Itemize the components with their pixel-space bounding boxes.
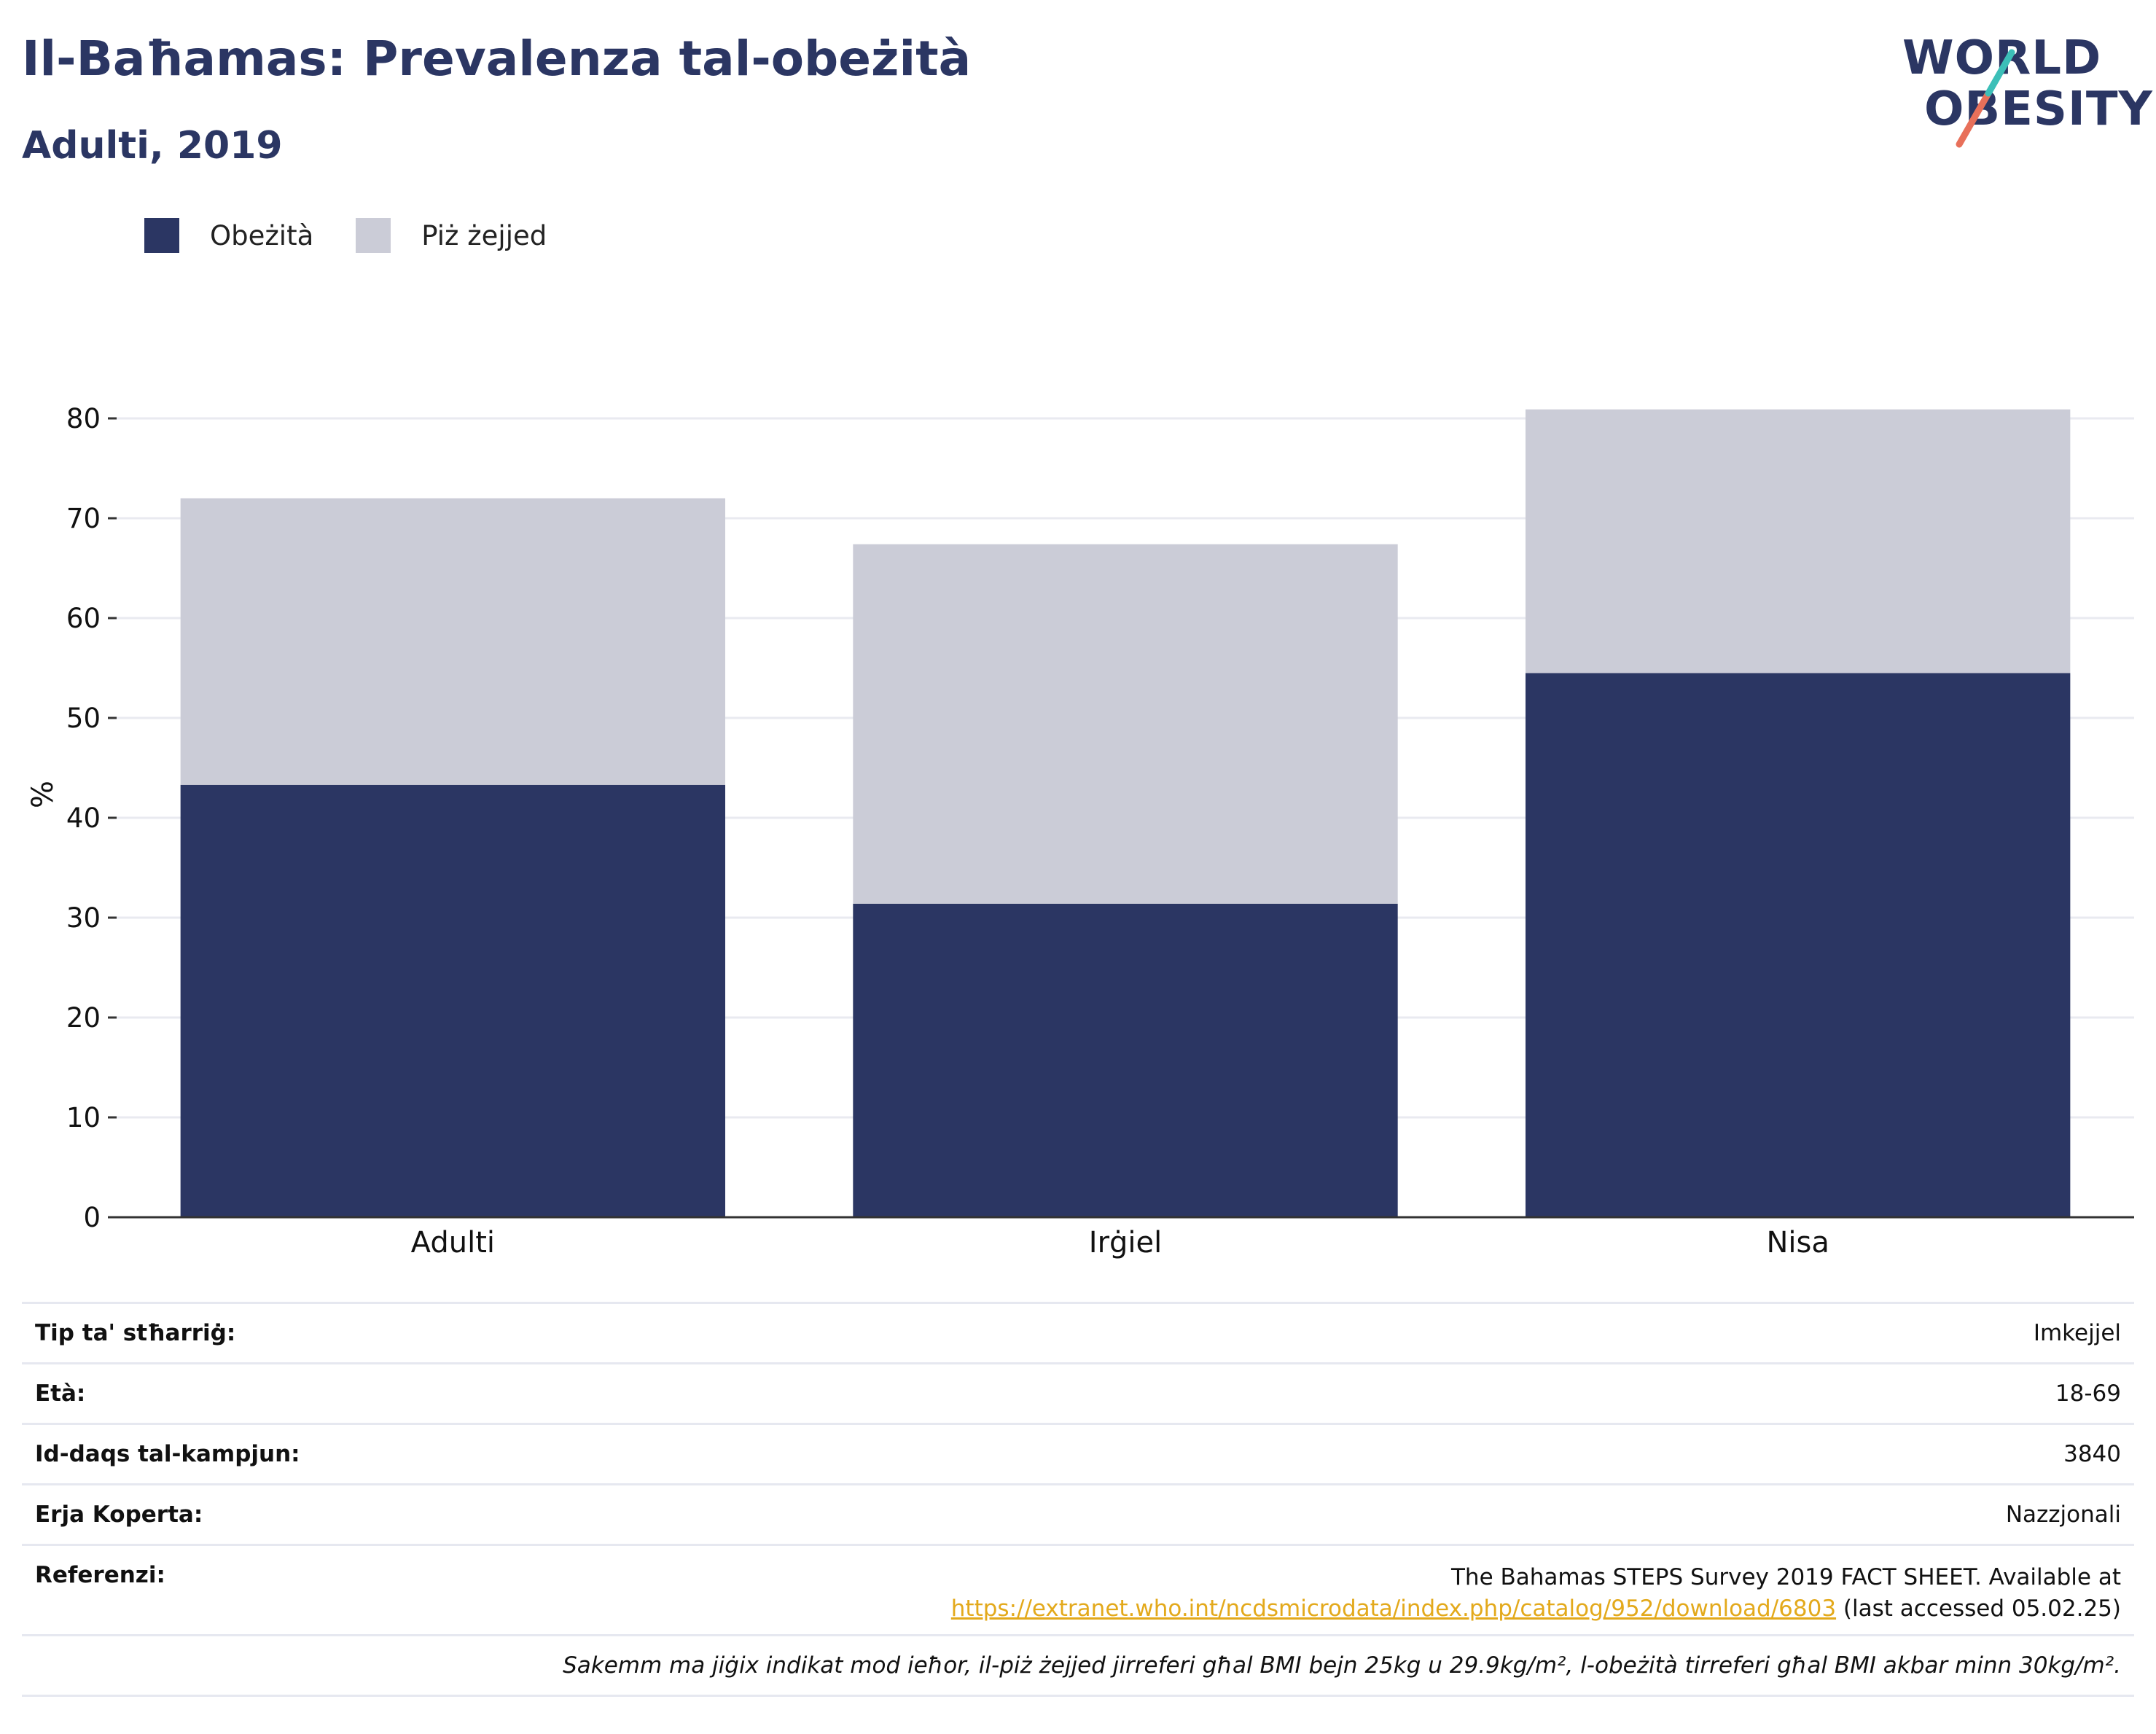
stacked-bar-chart: 0 10 20 30 40 50 60 70 80 Adulti Irġiel Nisa % [26, 403, 2134, 1260]
page-title: Il-Baħamas: Prevalenza tal-obeżità [22, 31, 972, 87]
reference-link[interactable]: https://extranet.who.int/ncdsmicrodata/i… [950, 1596, 1837, 1622]
y-axis-ticks: 0 10 20 30 40 50 60 70 80 [66, 403, 117, 1233]
x-axis-categories: Adulti Irġiel Nisa [411, 1226, 1829, 1260]
info-row-age: Età: 18-69 [22, 1362, 2134, 1423]
legend-swatch-obesity [144, 218, 179, 253]
y-tick-label: 20 [66, 1002, 101, 1034]
y-tick-label: 50 [66, 703, 101, 734]
y-tick-label: 0 [83, 1202, 101, 1233]
info-value-age: 18-69 [2055, 1380, 2121, 1407]
chart-legend: Obeżità Piż żejjed [144, 216, 589, 255]
x-category-label: Adulti [411, 1226, 495, 1260]
legend-item-overweight: Piż żejjed [356, 218, 547, 253]
bar-segment-overweight [180, 498, 726, 785]
x-category-label: Irġiel [1089, 1226, 1162, 1260]
legend-swatch-overweight [356, 218, 391, 253]
y-tick-label: 40 [66, 802, 101, 834]
info-value-references: The Bahamas STEPS Survey 2019 FACT SHEET… [951, 1562, 2121, 1625]
bar-segment-overweight [1525, 409, 2071, 673]
reference-text: The Bahamas STEPS Survey 2019 FACT SHEET… [1450, 1564, 2121, 1590]
y-tick-label: 30 [66, 902, 101, 934]
reference-accessed: (last accessed 05.02.25) [1836, 1596, 2121, 1622]
logo-slash-icon [1956, 49, 2015, 148]
world-obesity-logo: WORLD OBESITY [1902, 35, 2152, 159]
chart-bars [180, 409, 2071, 1217]
bar-segment-overweight [853, 544, 1398, 904]
y-tick-label: 70 [66, 503, 101, 534]
bar-segment-obesity [180, 784, 726, 1217]
info-row-note: Sakemm ma jiġix indikat mod ieħor, il-pi… [22, 1634, 2134, 1697]
y-tick-label: 10 [66, 1102, 101, 1133]
info-value-area-covered: Nazzjonali [2005, 1501, 2121, 1528]
reference-link-line: https://extranet.who.int/ncdsmicrodata/i… [951, 1593, 2121, 1625]
info-key-references: Referenzi: [35, 1562, 165, 1588]
info-key-age: Età: [35, 1380, 86, 1407]
info-row-references: Referenzi: The Bahamas STEPS Survey 2019… [22, 1544, 2134, 1634]
legend-item-obesity: Obeżità [144, 218, 313, 253]
info-key-survey-type: Tip ta' stħarriġ: [35, 1320, 236, 1346]
logo-text-obesity: OBESITY [1924, 82, 2153, 136]
y-tick-label: 80 [66, 403, 101, 434]
info-value-sample-size: 3840 [2063, 1440, 2121, 1467]
legend-label-obesity: Obeżità [210, 219, 314, 251]
bar-segment-obesity [1525, 673, 2071, 1217]
info-row-survey-type: Tip ta' stħarriġ: Imkejjel [22, 1302, 2134, 1362]
bar-segment-obesity [853, 903, 1398, 1217]
survey-info-table: Tip ta' stħarriġ: Imkejjel Età: 18-69 Id… [22, 1302, 2134, 1697]
y-axis-label: % [26, 781, 60, 808]
page-subtitle: Adulti, 2019 [22, 124, 283, 168]
y-tick-label: 60 [66, 603, 101, 634]
info-key-area-covered: Erja Koperta: [35, 1501, 203, 1528]
x-category-label: Nisa [1766, 1226, 1829, 1260]
info-row-area-covered: Erja Koperta: Nazzjonali [22, 1483, 2134, 1544]
info-row-sample-size: Id-daqs tal-kampjun: 3840 [22, 1423, 2134, 1483]
bmi-definition-note: Sakemm ma jiġix indikat mod ieħor, il-pi… [563, 1652, 2121, 1679]
info-value-survey-type: Imkejjel [2033, 1319, 2121, 1346]
info-key-sample-size: Id-daqs tal-kampjun: [35, 1441, 300, 1467]
legend-label-overweight: Piż żejjed [421, 219, 547, 251]
